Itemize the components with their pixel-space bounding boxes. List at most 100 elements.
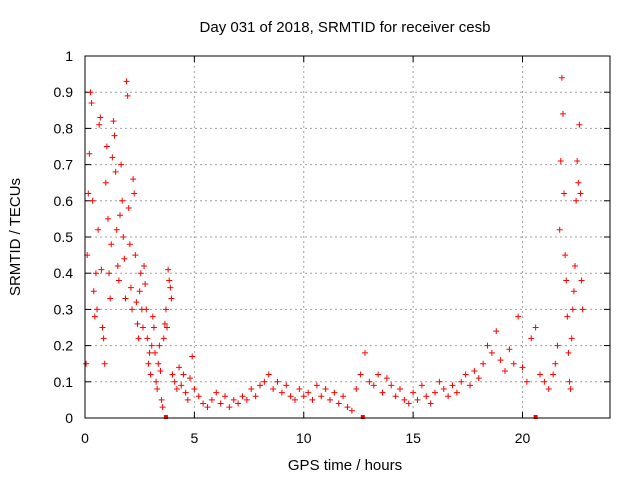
data-point (558, 74, 565, 81)
data-point (575, 179, 582, 186)
data-point (309, 396, 316, 403)
x-tick-label: 0 (81, 430, 89, 446)
data-point (106, 270, 113, 277)
data-point (217, 400, 224, 407)
data-point (462, 371, 469, 378)
data-point (497, 357, 504, 364)
data-point (87, 89, 94, 96)
plot-frame (84, 55, 611, 419)
data-point (397, 386, 403, 393)
data-point (292, 396, 298, 403)
y-tick-label: 0 (65, 410, 73, 426)
data-point (322, 386, 329, 393)
data-point (135, 335, 142, 342)
data-point (165, 266, 172, 273)
data-point (331, 389, 338, 396)
data-point (95, 226, 102, 233)
data-point (410, 389, 417, 396)
data-point (574, 157, 581, 164)
data-point (145, 360, 152, 367)
x-tick-label: 10 (296, 430, 312, 446)
data-point (171, 378, 178, 385)
y-tick-label: 0.7 (54, 157, 74, 173)
data-point (158, 396, 165, 403)
data-point (156, 342, 163, 349)
data-point (226, 404, 233, 411)
data-point (274, 378, 281, 385)
data-point (108, 241, 115, 248)
data-point (208, 396, 215, 403)
data-point (568, 335, 575, 342)
y-tick-label: 0.3 (54, 301, 74, 317)
data-point (176, 364, 183, 371)
data-point (139, 324, 146, 331)
data-point (85, 190, 92, 197)
data-point (187, 375, 193, 382)
data-point (261, 378, 268, 385)
data-point (572, 262, 578, 269)
data-point (270, 386, 277, 393)
data-point (523, 378, 530, 385)
data-point (137, 270, 144, 277)
data-point (248, 386, 255, 393)
data-point (239, 393, 246, 400)
data-point (120, 234, 127, 240)
data-point (114, 262, 121, 269)
data-point (370, 382, 377, 389)
data-point (100, 335, 107, 342)
data-point (169, 371, 176, 378)
data-point (97, 114, 104, 121)
data-point (300, 393, 307, 400)
data-point (467, 382, 473, 389)
data-point (99, 324, 106, 331)
data-point (182, 389, 189, 396)
data-point (563, 277, 570, 284)
data-point (576, 121, 583, 128)
data-point (414, 396, 421, 403)
y-tick-label: 0.6 (54, 193, 74, 209)
data-point (117, 212, 123, 219)
data-point (115, 277, 122, 284)
data-point (150, 324, 157, 331)
data-point (418, 382, 425, 389)
missing-data-marker (163, 415, 168, 419)
data-point (136, 288, 143, 295)
data-point (405, 400, 412, 407)
data-point (127, 284, 134, 291)
data-point (392, 393, 399, 400)
data-point (98, 266, 105, 273)
data-point (510, 360, 517, 367)
data-point (91, 313, 98, 320)
data-point (133, 299, 140, 306)
data-point (134, 320, 141, 327)
data-point (103, 143, 110, 150)
data-point (143, 306, 150, 313)
data-points (83, 74, 586, 414)
data-point (113, 226, 120, 233)
data-point (161, 320, 168, 327)
data-point (515, 313, 522, 320)
data-point (119, 197, 126, 204)
missing-data-marker (533, 415, 538, 419)
data-point (184, 396, 191, 403)
data-point (162, 306, 169, 313)
data-point (569, 306, 576, 313)
data-point (126, 241, 133, 248)
data-point (83, 360, 90, 367)
y-tick-label: 0.2 (54, 338, 74, 354)
data-point (191, 386, 198, 393)
data-point (432, 389, 438, 396)
data-point (348, 407, 355, 414)
data-point (213, 389, 220, 396)
data-point (121, 255, 128, 262)
data-point (532, 324, 539, 331)
data-point (502, 367, 508, 374)
axis-ticks: 00.10.20.30.40.50.60.70.80.910 5 10 15 20 (54, 48, 610, 446)
data-point (340, 393, 347, 400)
data-point (189, 353, 196, 360)
data-point (550, 371, 557, 378)
data-point (305, 389, 312, 396)
data-point (440, 386, 447, 393)
data-point (96, 121, 103, 128)
